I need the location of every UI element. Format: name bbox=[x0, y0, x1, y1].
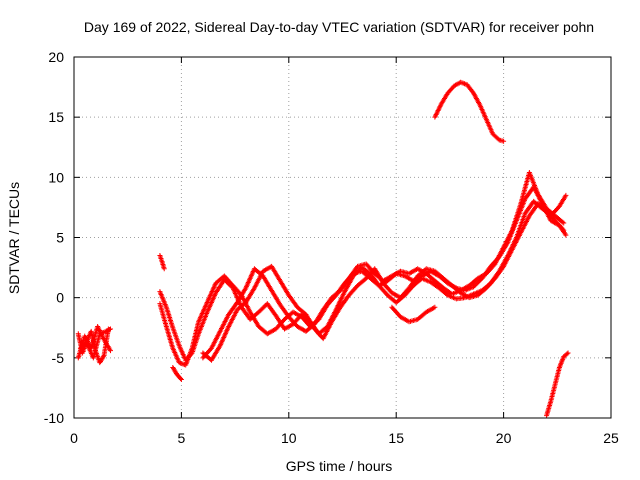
series-trace-isolated-b bbox=[170, 364, 184, 382]
y-tick-label: 20 bbox=[48, 49, 64, 65]
series-trace-lower bbox=[389, 304, 438, 325]
chart-title: Day 169 of 2022, Sidereal Day-to-day VTE… bbox=[84, 19, 594, 35]
series-trace-early-c bbox=[77, 326, 114, 361]
series-trace-isolated-a bbox=[157, 253, 167, 272]
data-point bbox=[563, 232, 569, 238]
x-tick-label: 5 bbox=[178, 430, 186, 446]
plot-frame bbox=[73, 56, 612, 419]
data-point bbox=[178, 376, 184, 382]
y-axis-label: SDTVAR / TECUs bbox=[6, 182, 22, 294]
y-tick-label: 5 bbox=[56, 230, 64, 246]
x-tick-label: 0 bbox=[70, 430, 78, 446]
y-tick-label: 10 bbox=[48, 169, 64, 185]
data-point bbox=[561, 220, 567, 226]
data-point bbox=[108, 326, 114, 332]
series-trace-main-3 bbox=[200, 170, 567, 361]
x-tick-label: 25 bbox=[603, 430, 619, 446]
data-point bbox=[495, 136, 501, 142]
data-point bbox=[560, 226, 566, 232]
series-trace-main-4 bbox=[200, 201, 567, 363]
x-tick-label: 20 bbox=[496, 430, 512, 446]
x-tick-label: 10 bbox=[281, 430, 297, 446]
x-axis-label: GPS time / hours bbox=[286, 458, 393, 474]
data-point bbox=[432, 304, 438, 310]
y-tick-label: -5 bbox=[52, 350, 65, 366]
data-point bbox=[108, 348, 114, 354]
data-point bbox=[161, 266, 167, 272]
data-points bbox=[75, 79, 571, 419]
y-tick-label: 0 bbox=[56, 290, 64, 306]
y-tick-label: 15 bbox=[48, 109, 64, 125]
data-point bbox=[561, 227, 567, 233]
data-point bbox=[564, 351, 570, 357]
data-point bbox=[560, 219, 566, 225]
data-point bbox=[565, 350, 571, 356]
x-tick-label: 15 bbox=[388, 430, 404, 446]
data-point bbox=[563, 192, 569, 198]
series-trace-arc bbox=[432, 79, 507, 144]
y-tick-label: -10 bbox=[44, 410, 64, 426]
y-axis-ticks: -10 -5 0 5 10 15 20 bbox=[44, 49, 611, 426]
data-point bbox=[178, 376, 184, 382]
data-point bbox=[501, 138, 507, 144]
series-trace-late-rise bbox=[544, 350, 571, 419]
data-point bbox=[106, 327, 112, 333]
